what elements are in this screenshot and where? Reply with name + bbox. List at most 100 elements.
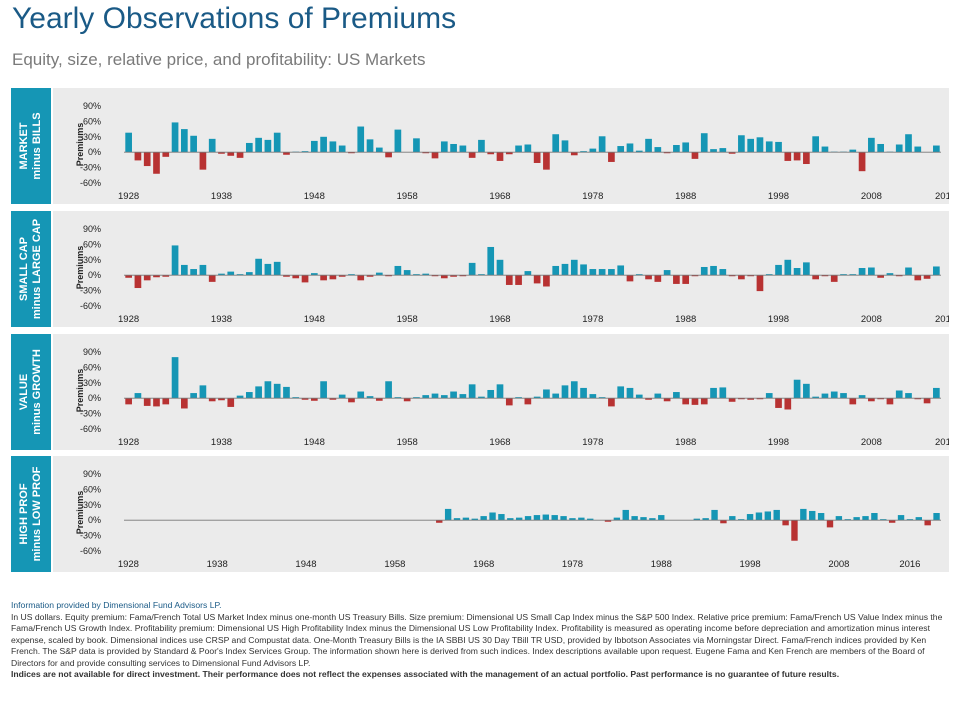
bar xyxy=(635,150,643,153)
bar xyxy=(905,267,912,276)
x-tick-label: 1968 xyxy=(473,559,494,570)
bar xyxy=(877,275,884,278)
bar xyxy=(245,392,253,399)
bar xyxy=(626,275,634,282)
bar xyxy=(283,386,290,399)
bar xyxy=(793,268,801,276)
bar xyxy=(496,259,504,276)
footer-notes: Information provided by Dimensional Fund… xyxy=(11,600,946,681)
bar xyxy=(218,273,225,276)
bar xyxy=(905,393,912,399)
bar xyxy=(691,152,699,159)
x-tick-label: 1938 xyxy=(211,314,232,325)
bar xyxy=(886,398,894,405)
panel-plot-area: 90% 60% 30% 0% -30% -60% Premiums 1928 1938 1948 1… xyxy=(53,211,949,327)
bar xyxy=(700,398,708,405)
bar xyxy=(895,275,903,277)
x-tick-label: 1958 xyxy=(397,191,418,202)
bar xyxy=(301,275,309,283)
x-tick-label: 1958 xyxy=(397,314,418,325)
bar xyxy=(569,518,576,521)
page-subtitle: Equity, size, relative price, and profit… xyxy=(12,50,426,69)
bar-chart-size: 90% 60% 30% 0% -30% -60% Premiums 1928 1938 1948 1… xyxy=(75,224,949,325)
bar xyxy=(580,151,587,153)
bar xyxy=(552,393,560,399)
bar xyxy=(255,386,262,399)
bar xyxy=(431,152,439,159)
bar xyxy=(227,152,235,156)
bar xyxy=(478,274,485,276)
bar xyxy=(803,262,810,276)
bar xyxy=(255,258,262,276)
bar xyxy=(784,398,792,410)
bar xyxy=(791,520,798,541)
bar xyxy=(812,136,819,153)
bar xyxy=(348,274,355,276)
chart-panel-profitability: HIGH PROF minus LOW PROF 90% 60% 30% 0% -30%… xyxy=(11,456,949,572)
bar xyxy=(471,518,478,521)
bar xyxy=(729,516,736,521)
x-tick-label: 1978 xyxy=(582,314,603,325)
bar xyxy=(663,270,671,276)
bar xyxy=(793,152,801,161)
bar xyxy=(208,138,216,153)
bar xyxy=(478,396,485,399)
x-tick-label: 1978 xyxy=(582,191,603,202)
x-tick-label: 1968 xyxy=(489,437,510,448)
x-tick-label: 2008 xyxy=(828,559,849,570)
bar xyxy=(515,397,522,399)
bar xyxy=(171,357,179,399)
bar xyxy=(436,520,443,523)
bar xyxy=(338,145,346,153)
panel-plot-area: 90% 60% 30% 0% -30% -60% Premiums 1928 1938 1948 1… xyxy=(53,456,949,572)
bar xyxy=(570,259,578,276)
bar xyxy=(134,275,142,289)
bar xyxy=(888,520,896,523)
bar xyxy=(218,398,225,401)
bar xyxy=(849,398,857,405)
panel-label-line2: minus LOW PROF xyxy=(31,466,43,562)
bar xyxy=(264,139,272,153)
bar xyxy=(468,152,476,158)
bar xyxy=(700,133,708,153)
bar xyxy=(617,386,625,399)
bar xyxy=(348,398,355,403)
bar xyxy=(905,134,912,153)
bar xyxy=(171,245,179,276)
bar xyxy=(366,139,374,153)
bar xyxy=(773,509,780,521)
y-tick-label: 90% xyxy=(83,101,101,111)
bar xyxy=(886,273,894,276)
bar xyxy=(710,149,717,153)
bar xyxy=(422,152,430,154)
bar xyxy=(738,135,745,153)
bar xyxy=(849,274,857,276)
panel-label-line1: MARKET xyxy=(18,122,30,170)
y-axis-title: Premiums xyxy=(75,123,85,167)
bar xyxy=(496,384,504,399)
bar xyxy=(793,379,801,399)
y-tick-label: 0% xyxy=(88,393,101,403)
bar xyxy=(784,259,792,276)
bar xyxy=(357,126,365,153)
bar xyxy=(543,275,550,287)
bar xyxy=(394,265,402,276)
bar xyxy=(654,393,662,399)
bar xyxy=(301,398,309,400)
bar xyxy=(580,387,587,399)
y-axis-title: Premiums xyxy=(75,491,85,535)
x-tick-label: 1998 xyxy=(740,559,761,570)
bar xyxy=(631,516,638,521)
bar xyxy=(403,270,411,276)
bar xyxy=(487,389,495,399)
bar xyxy=(868,267,875,276)
x-tick-label: 1948 xyxy=(295,559,316,570)
panel-label-text: VALUE minus GROWTH xyxy=(18,349,44,435)
bar xyxy=(468,262,476,276)
bar xyxy=(803,383,810,399)
bar xyxy=(283,152,290,155)
bar xyxy=(375,272,383,276)
bar xyxy=(498,514,505,521)
bar xyxy=(273,383,281,399)
bar xyxy=(394,397,402,399)
